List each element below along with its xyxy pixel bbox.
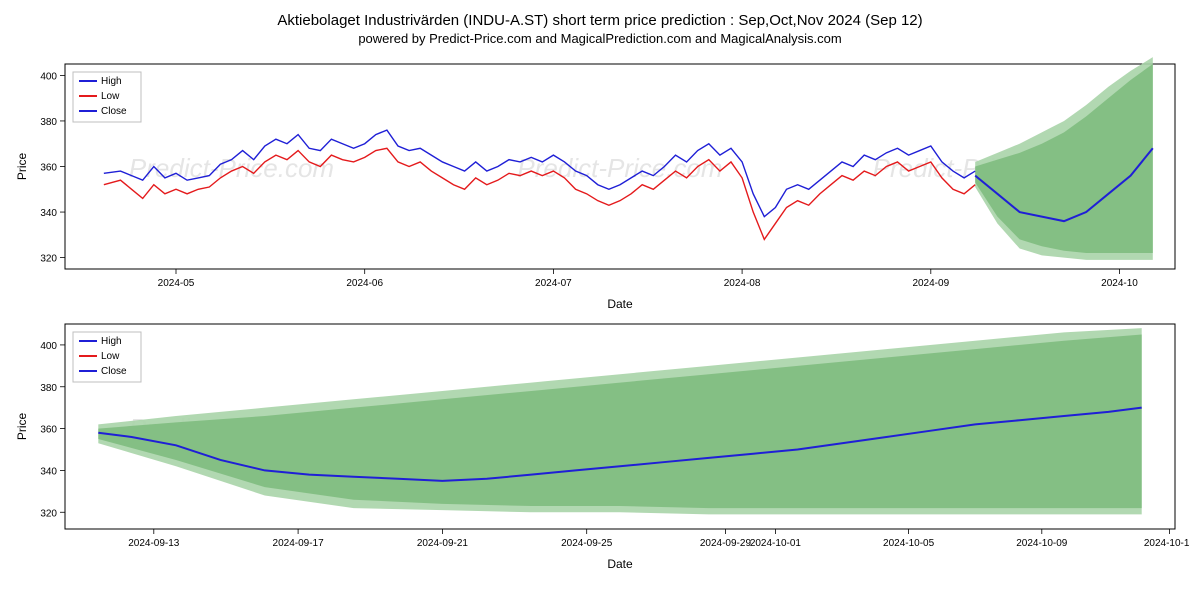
legend-label: High [101,76,122,87]
y-tick-label: 340 [40,466,57,477]
y-tick-label: 400 [40,71,57,82]
x-axis-label: Date [607,557,633,571]
chart2: Predict-Price.comPredict-Price.comPredic… [10,314,1190,574]
y-tick-label: 320 [40,508,57,519]
legend-label: High [101,336,122,347]
x-tick-label: 2024-08 [724,278,761,289]
x-tick-label: 2024-06 [346,278,383,289]
y-tick-label: 380 [40,383,57,394]
x-tick-label: 2024-09-13 [128,538,180,549]
legend-label: Close [101,106,127,117]
y-axis-label: Price [15,153,29,181]
chart-container: Aktiebolaget Industrivärden (INDU-A.ST) … [10,12,1190,574]
x-tick-label: 2024-05 [158,278,195,289]
x-tick-label: 2024-10-13 [1144,538,1190,549]
legend-label: Close [101,366,127,377]
x-tick-label: 2024-09-25 [561,538,613,549]
chart-subtitle: powered by Predict-Price.com and Magical… [10,31,1190,46]
legend-label: Low [101,351,120,362]
x-axis-label: Date [607,297,633,311]
x-tick-label: 2024-09-21 [417,538,469,549]
x-tick-label: 2024-10-09 [1016,538,1068,549]
x-tick-label: 2024-09-17 [273,538,325,549]
watermark: Predict-Price.com [129,153,334,183]
x-tick-label: 2024-10 [1101,278,1138,289]
x-tick-label: 2024-07 [535,278,572,289]
chart-title: Aktiebolaget Industrivärden (INDU-A.ST) … [10,12,1190,29]
x-tick-label: 2024-09-29 [700,538,752,549]
x-tick-label: 2024-10-01 [750,538,802,549]
legend-label: Low [101,91,120,102]
y-tick-label: 320 [40,254,57,265]
x-tick-label: 2024-09 [912,278,949,289]
chart1: Predict-Price.comPredict-Price.comPredic… [10,54,1190,314]
y-tick-label: 360 [40,163,57,174]
x-tick-label: 2024-10-05 [883,538,935,549]
y-tick-label: 360 [40,425,57,436]
y-tick-label: 380 [40,117,57,128]
y-axis-label: Price [15,413,29,441]
y-tick-label: 400 [40,341,57,352]
y-tick-label: 340 [40,208,57,219]
